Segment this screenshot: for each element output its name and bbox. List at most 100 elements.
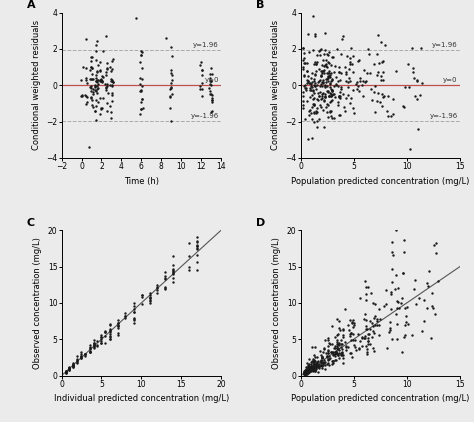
Point [304, 367, 312, 374]
Point [333, 347, 340, 354]
Point [367, 85, 375, 92]
Point [99, 104, 106, 111]
Point [304, 361, 311, 368]
Point [89, 76, 97, 83]
Point [336, 94, 344, 101]
Point [300, 89, 307, 95]
Point [101, 340, 109, 346]
Point [342, 306, 349, 312]
Point [431, 310, 439, 317]
Point [411, 93, 419, 100]
Point [321, 94, 328, 101]
Point [321, 96, 328, 103]
Point [90, 339, 98, 346]
Point [327, 93, 335, 100]
Point [430, 242, 438, 249]
Point [109, 56, 117, 62]
Point [337, 76, 344, 83]
Point [330, 345, 338, 352]
Point [318, 354, 326, 360]
Point [309, 96, 317, 103]
Point [77, 353, 84, 360]
Point [387, 291, 395, 298]
Point [303, 360, 311, 366]
Point [399, 349, 406, 355]
Point [83, 99, 91, 106]
Point [323, 360, 330, 367]
Point [73, 360, 81, 366]
Point [404, 321, 412, 327]
Point [325, 70, 332, 77]
Point [322, 57, 329, 64]
Point [347, 349, 355, 356]
Point [344, 78, 352, 85]
Point [342, 344, 350, 350]
Point [317, 357, 325, 363]
Point [358, 343, 365, 350]
Text: y=-1.96: y=-1.96 [191, 113, 219, 119]
Point [347, 95, 355, 101]
Point [93, 78, 101, 85]
Point [107, 114, 115, 121]
Point [325, 77, 332, 84]
Point [324, 357, 331, 363]
Point [427, 335, 435, 341]
Point [303, 367, 310, 374]
Point [121, 310, 129, 316]
Point [327, 108, 335, 114]
Point [371, 89, 378, 96]
Point [401, 321, 409, 328]
Point [377, 39, 385, 46]
Point [331, 93, 339, 100]
Point [109, 78, 117, 85]
Point [62, 368, 70, 375]
Point [432, 240, 440, 246]
Point [69, 363, 77, 370]
Y-axis label: Conditional weighted residuals: Conditional weighted residuals [271, 20, 280, 150]
Point [86, 349, 94, 356]
Point [400, 334, 408, 341]
Point [387, 305, 395, 312]
Point [379, 68, 387, 75]
Point [321, 93, 329, 100]
Point [348, 320, 356, 327]
Point [425, 268, 433, 274]
Point [373, 51, 381, 57]
Point [363, 317, 370, 324]
Point [349, 337, 356, 344]
Point [107, 103, 114, 110]
Point [93, 37, 101, 44]
Y-axis label: Observed concentration (mg/L): Observed concentration (mg/L) [33, 237, 42, 369]
Point [320, 62, 328, 69]
Point [168, 70, 175, 77]
Point [316, 47, 324, 54]
Point [347, 329, 355, 336]
Point [374, 90, 382, 97]
Point [352, 346, 359, 353]
Point [97, 335, 104, 342]
Point [351, 344, 358, 351]
Point [319, 57, 327, 64]
Point [161, 269, 169, 276]
Point [94, 76, 101, 83]
Point [130, 308, 137, 315]
Point [92, 88, 100, 95]
Point [362, 284, 370, 290]
Point [366, 341, 374, 348]
Point [97, 76, 105, 82]
Point [302, 369, 310, 376]
Point [328, 358, 336, 365]
Point [86, 143, 93, 150]
Point [311, 31, 319, 38]
Point [88, 85, 95, 92]
Point [102, 68, 109, 75]
Point [305, 112, 313, 119]
Point [302, 87, 310, 94]
Point [389, 249, 396, 255]
Point [333, 344, 340, 351]
Point [401, 331, 409, 338]
Point [346, 316, 354, 323]
Point [320, 357, 328, 363]
Point [69, 362, 77, 369]
Point [335, 93, 343, 100]
